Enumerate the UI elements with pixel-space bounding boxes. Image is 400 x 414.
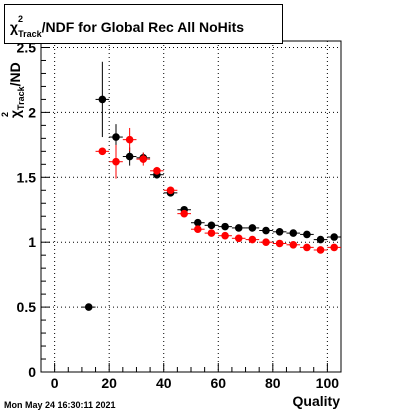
chart-title-box: χTrack/NDF for Global Rec All NoHits 2 xyxy=(4,4,283,44)
y-tick-label: 2 xyxy=(28,104,36,120)
x-tick-label: 60 xyxy=(210,375,226,391)
data-point xyxy=(125,135,134,144)
data-point xyxy=(194,225,202,234)
svg-text:χTrack/ND: χTrack/ND xyxy=(7,62,26,118)
data-point xyxy=(98,147,107,156)
data-point xyxy=(221,222,229,231)
plot-frame xyxy=(40,40,342,373)
x-tick-label: 40 xyxy=(156,375,172,391)
y-label-chi: χ xyxy=(7,110,23,118)
y-label-sup: 2 xyxy=(0,112,10,117)
data-point xyxy=(289,240,298,249)
data-point xyxy=(180,209,188,218)
data-point xyxy=(248,235,257,244)
data-point xyxy=(139,155,148,163)
y-tick-label: 1.5 xyxy=(17,169,37,185)
data-point xyxy=(275,228,284,236)
x-tick-label: 80 xyxy=(265,375,281,391)
data-point xyxy=(303,230,311,239)
data-point xyxy=(207,229,216,237)
y-axis-label: χTrack/ND 2 xyxy=(0,62,26,118)
data-point xyxy=(207,221,216,230)
data-point xyxy=(125,152,134,161)
data-point xyxy=(248,224,257,232)
title-chi: χ xyxy=(10,19,18,35)
data-point xyxy=(153,167,161,175)
x-tick-label: 0 xyxy=(51,375,59,391)
x-tick-label: 100 xyxy=(316,375,340,391)
data-point xyxy=(275,239,284,248)
data-point xyxy=(330,243,338,252)
data-point xyxy=(289,229,298,237)
data-point xyxy=(194,218,202,227)
data-point xyxy=(84,303,93,311)
axis-ticks xyxy=(41,46,342,373)
series-2 xyxy=(95,127,341,254)
data-point xyxy=(112,133,120,141)
data-point xyxy=(316,235,325,244)
data-point xyxy=(234,224,243,232)
title-sup: 2 xyxy=(18,14,23,24)
data-point xyxy=(330,233,338,241)
title-rest: /NDF for Global Rec All NoHits xyxy=(42,19,245,35)
data-point xyxy=(234,234,243,243)
data-markers xyxy=(81,61,341,311)
data-point xyxy=(166,186,175,195)
timestamp: Mon May 24 16:30:11 2021 xyxy=(4,400,116,410)
svg-text:χTrack/NDF for Global Rec All: χTrack/NDF for Global Rec All NoHits xyxy=(10,19,244,39)
data-point xyxy=(112,157,120,166)
x-axis-label: Quality xyxy=(293,393,341,409)
data-point xyxy=(262,226,270,235)
data-point xyxy=(262,238,270,246)
data-point xyxy=(98,95,107,104)
y-tick-label: 1 xyxy=(28,234,36,250)
y-tick-label: 0 xyxy=(28,364,36,380)
data-point xyxy=(221,231,229,240)
y-tick-label: 0.5 xyxy=(17,299,37,315)
title-sub: Track xyxy=(18,29,43,39)
data-point xyxy=(303,243,311,252)
data-point xyxy=(316,246,325,254)
y-label-sub: Track xyxy=(16,85,26,110)
y-label-rest: /ND xyxy=(7,62,23,86)
x-tick-label: 20 xyxy=(101,375,117,391)
